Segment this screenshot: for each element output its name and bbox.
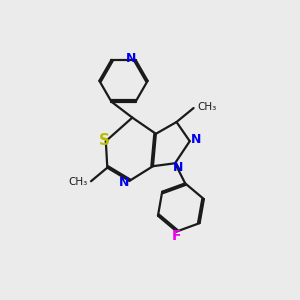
Text: CH₃: CH₃ [68,177,88,187]
Text: N: N [119,176,129,189]
Text: CH₃: CH₃ [197,103,216,112]
Text: N: N [190,133,201,146]
Text: F: F [172,229,182,243]
Text: S: S [99,133,110,148]
Text: N: N [173,161,183,174]
Text: N: N [126,52,136,65]
